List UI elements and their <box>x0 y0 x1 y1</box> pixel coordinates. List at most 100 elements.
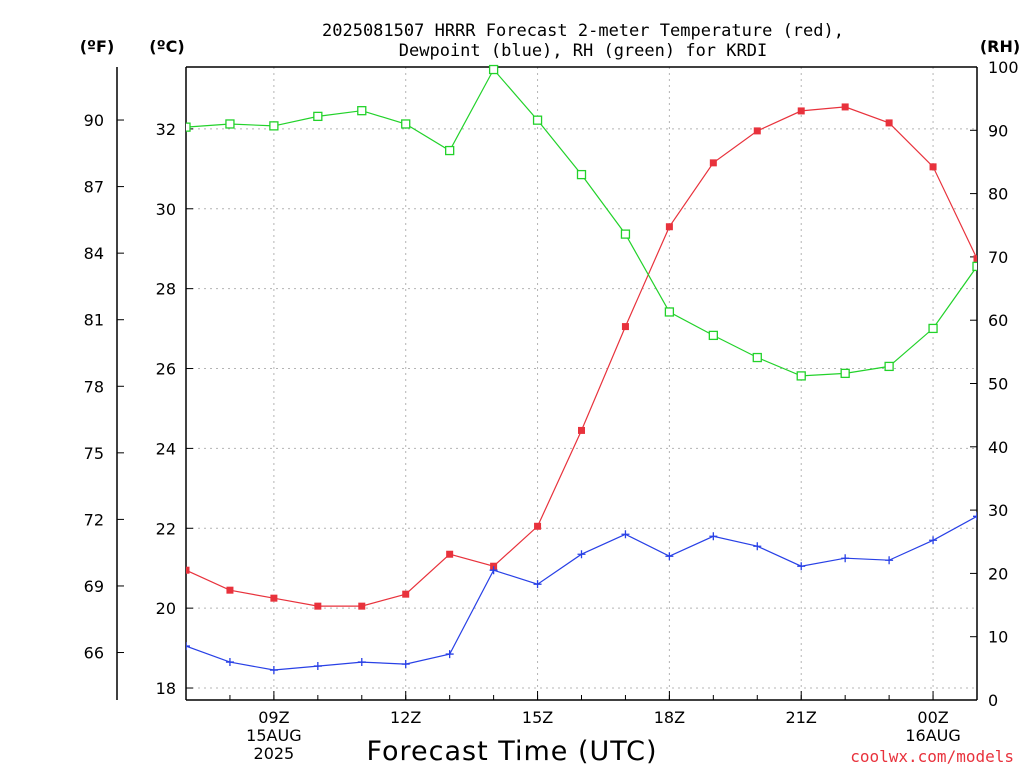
rh-point <box>928 323 938 334</box>
temperature-point <box>841 103 849 111</box>
fahrenheit-tick-label: 72 <box>84 510 104 529</box>
dewpoint-point <box>225 658 234 667</box>
rh-tick-label: 10 <box>988 628 1008 647</box>
temperature-line <box>186 106 977 607</box>
dewpoint-point <box>445 650 454 659</box>
rh-point <box>972 261 977 272</box>
temperature-point <box>534 522 542 530</box>
temperature-point <box>665 223 673 231</box>
temperature-point <box>709 159 717 167</box>
dewpoint-point <box>665 552 674 561</box>
temperature-point <box>314 602 322 610</box>
temperature-point <box>186 566 190 574</box>
x-tick-label: 21Z <box>786 708 817 727</box>
rh-tick-label: 20 <box>988 564 1008 583</box>
celsius-tick-label: 22 <box>156 519 176 538</box>
rh-point <box>884 361 894 372</box>
rh-point <box>357 106 367 116</box>
temperature-point <box>270 594 278 602</box>
chart-title-line2: Dewpoint (blue), RH (green) for KRDI <box>399 41 767 61</box>
temperature-point <box>446 550 454 558</box>
temperature-point <box>402 590 410 598</box>
dewpoint-point <box>489 566 498 575</box>
x-axis-label: Forecast Time (UTC) <box>366 736 657 767</box>
dewpoint-point <box>401 660 410 669</box>
x-tick-label: 15AUG <box>246 726 301 745</box>
rh-tick-label: 50 <box>988 375 1008 394</box>
temperature-point <box>929 163 937 171</box>
celsius-tick-label: 26 <box>156 360 176 379</box>
tick-labels: 66 69 72 75 78 81 84 87 90 18 20 22 24 26 28 30 32 0 10 20 3… <box>84 58 1019 763</box>
chart-title-line1: 2025081507 HRRR Forecast 2-meter Tempera… <box>322 21 844 41</box>
rh-point <box>708 330 718 341</box>
fahrenheit-tick-label: 69 <box>84 577 104 596</box>
rh-series <box>186 64 977 381</box>
dewpoint-point <box>313 662 322 671</box>
fahrenheit-axis-label: (ºF) <box>80 37 115 56</box>
temperature-point <box>621 323 629 331</box>
rh-point <box>840 368 850 379</box>
temperature-point <box>973 255 977 263</box>
temperature-point <box>578 426 585 434</box>
rh-line <box>186 68 977 377</box>
rh-point <box>532 115 543 125</box>
rh-point <box>186 122 191 132</box>
rh-tick-label: 60 <box>988 311 1008 330</box>
series-layer <box>186 64 977 675</box>
dewpoint-point <box>357 658 366 667</box>
gridlines <box>186 67 977 700</box>
celsius-tick-label: 32 <box>156 120 176 139</box>
rh-tick-label: 100 <box>988 58 1019 77</box>
rh-tick-label: 80 <box>988 185 1008 204</box>
temperature-point <box>226 586 234 594</box>
dewpoint-point <box>577 550 586 559</box>
rh-point <box>752 352 762 363</box>
dewpoint-point <box>186 642 190 651</box>
celsius-tick-label: 18 <box>156 679 176 698</box>
rh-point <box>576 169 587 180</box>
fahrenheit-tick-label: 84 <box>84 244 104 263</box>
fahrenheit-tick-label: 87 <box>84 178 104 197</box>
rh-point <box>269 121 279 131</box>
rh-tick-label: 30 <box>988 501 1008 520</box>
dewpoint-point <box>797 562 806 571</box>
celsius-tick-label: 20 <box>156 599 176 618</box>
temperature-point <box>885 119 893 127</box>
celsius-axis-label: (ºC) <box>149 37 184 56</box>
dewpoint-series <box>186 512 977 675</box>
fahrenheit-tick-label: 66 <box>84 644 104 663</box>
dewpoint-point <box>269 666 278 675</box>
dewpoint-point <box>621 530 630 539</box>
fahrenheit-tick-label: 81 <box>84 311 104 330</box>
dewpoint-point <box>885 556 894 565</box>
x-tick-label: 2025 <box>254 744 295 763</box>
dewpoint-line <box>186 515 977 671</box>
rh-point <box>313 111 323 122</box>
temperature-point <box>797 107 805 115</box>
temperature-point <box>753 127 761 135</box>
dewpoint-point <box>709 532 718 541</box>
rh-axis-label: (RH) <box>980 37 1020 56</box>
x-tick-label: 09Z <box>258 708 289 727</box>
dewpoint-point <box>533 580 542 589</box>
rh-point <box>401 119 411 129</box>
temperature-series <box>186 103 977 610</box>
x-tick-label: 15Z <box>522 708 553 727</box>
rh-point <box>225 119 235 129</box>
fahrenheit-tick-label: 75 <box>84 444 104 463</box>
dewpoint-point <box>841 554 850 563</box>
temperature-point <box>358 602 366 610</box>
dewpoint-point <box>929 536 938 545</box>
credit-text: coolwx.com/models <box>850 747 1014 766</box>
celsius-tick-label: 30 <box>156 200 176 219</box>
fahrenheit-tick-label: 78 <box>84 377 104 396</box>
rh-tick-label: 0 <box>988 691 998 710</box>
rh-tick-label: 40 <box>988 438 1008 457</box>
rh-point <box>796 371 806 381</box>
rh-point <box>620 229 631 239</box>
rh-point <box>664 307 675 317</box>
axes <box>116 66 978 701</box>
x-tick-label: 18Z <box>654 708 685 727</box>
x-tick-label: 00Z <box>917 708 948 727</box>
